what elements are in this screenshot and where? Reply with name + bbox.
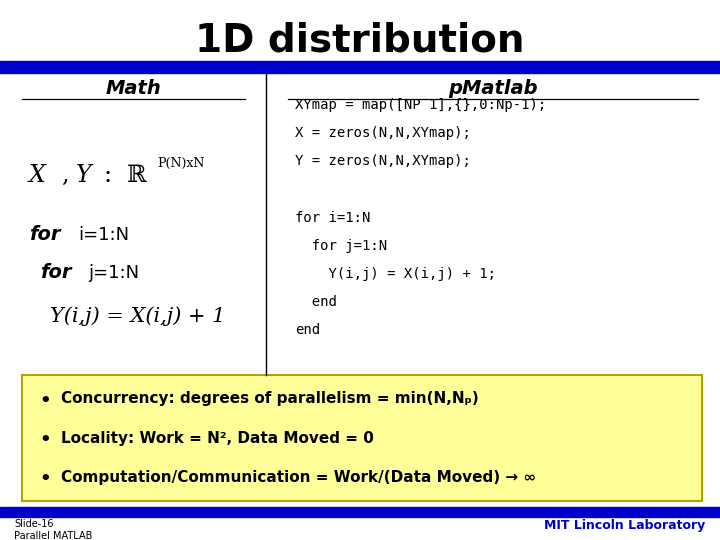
Text: Y(i,j) = X(i,j) + 1;: Y(i,j) = X(i,j) + 1; [295, 267, 496, 281]
Text: MIT Lincoln Laboratory: MIT Lincoln Laboratory [544, 519, 706, 532]
Text: 1D distribution: 1D distribution [195, 22, 525, 59]
Text: for: for [29, 225, 60, 245]
Bar [0, 61, 720, 73]
Text: for i=1:N: for i=1:N [295, 211, 371, 225]
Text: pMatlab: pMatlab [449, 79, 538, 98]
Text: end: end [295, 295, 337, 309]
Text: Math: Math [105, 79, 161, 98]
Text: j=1:N: j=1:N [89, 264, 140, 282]
Text: for j=1:N: for j=1:N [295, 239, 387, 253]
Text: •: • [40, 392, 51, 409]
Text: Y: Y [76, 164, 91, 187]
Text: X: X [29, 164, 45, 187]
Bar [0, 507, 720, 517]
Text: Computation/Communication = Work/(Data Moved) → ∞: Computation/Communication = Work/(Data M… [61, 470, 536, 485]
Text: i=1:N: i=1:N [78, 226, 129, 244]
Text: Y = zeros(N,N,XYmap);: Y = zeros(N,N,XYmap); [295, 154, 471, 168]
Text: P(N)xN: P(N)xN [157, 157, 204, 170]
Text: Y(i,j) = X(i,j) + 1: Y(i,j) = X(i,j) + 1 [50, 306, 226, 326]
FancyBboxPatch shape [22, 375, 702, 501]
Text: X = zeros(N,N,XYmap);: X = zeros(N,N,XYmap); [295, 126, 471, 140]
Text: Locality: Work = N², Data Moved = 0: Locality: Work = N², Data Moved = 0 [61, 431, 374, 446]
Text: ,: , [61, 164, 69, 187]
Text: •: • [40, 470, 51, 488]
Text: XYmap = map([NP 1],{},0:Np-1);: XYmap = map([NP 1],{},0:Np-1); [295, 98, 546, 112]
Text: Concurrency: degrees of parallelism = min(N,Nₚ): Concurrency: degrees of parallelism = mi… [61, 392, 479, 407]
Text: :  ℝ: : ℝ [104, 164, 147, 187]
Text: end: end [295, 323, 320, 337]
Text: for: for [40, 263, 71, 282]
Text: •: • [40, 431, 51, 449]
Text: Slide-16
Parallel MATLAB: Slide-16 Parallel MATLAB [14, 519, 93, 540]
